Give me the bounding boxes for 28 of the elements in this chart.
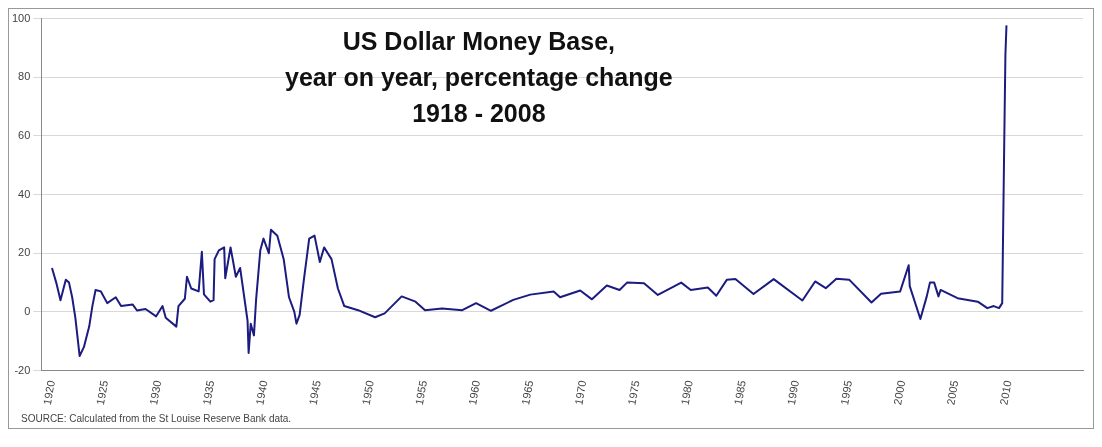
x-tick-label: 1940 xyxy=(253,379,270,406)
x-tick-label: 1990 xyxy=(784,379,801,406)
y-tick-label: 20 xyxy=(18,246,31,259)
x-tick-label: 1950 xyxy=(359,379,376,406)
y-tick-label: 0 xyxy=(24,304,31,317)
y-tick-label: 100 xyxy=(11,11,31,24)
y-tick-label: 80 xyxy=(18,70,31,83)
x-tick-label: 1975 xyxy=(625,379,642,406)
x-tick-label: 1960 xyxy=(466,379,483,406)
x-tick-label: 1995 xyxy=(838,379,855,406)
y-tick-label: -20 xyxy=(14,363,31,376)
x-tick-label: 2010 xyxy=(997,379,1014,406)
x-tick-label: 1930 xyxy=(147,379,164,406)
x-tick-label: 1980 xyxy=(678,379,695,406)
x-tick-label: 1935 xyxy=(200,379,217,406)
y-tick-label: 60 xyxy=(18,128,31,141)
x-tick-label: 1920 xyxy=(40,379,57,406)
source-note: SOURCE: Calculated from the St Louise Reserve Bank data. xyxy=(20,412,293,426)
x-tick-label: 2000 xyxy=(891,379,908,406)
x-tick-label: 2005 xyxy=(944,379,961,406)
x-tick-label: 1925 xyxy=(94,379,111,406)
x-tick-label: 1965 xyxy=(519,379,536,406)
x-tick-label: 1955 xyxy=(412,379,429,406)
y-tick-label: 40 xyxy=(18,187,31,200)
x-tick-label: 1985 xyxy=(731,379,748,406)
text: US Dollar Money Base, year on year, percentage change 1918 - 2008 xyxy=(285,26,673,127)
x-tick-label: 1945 xyxy=(306,379,323,406)
x-tick-label: 1970 xyxy=(572,379,589,406)
